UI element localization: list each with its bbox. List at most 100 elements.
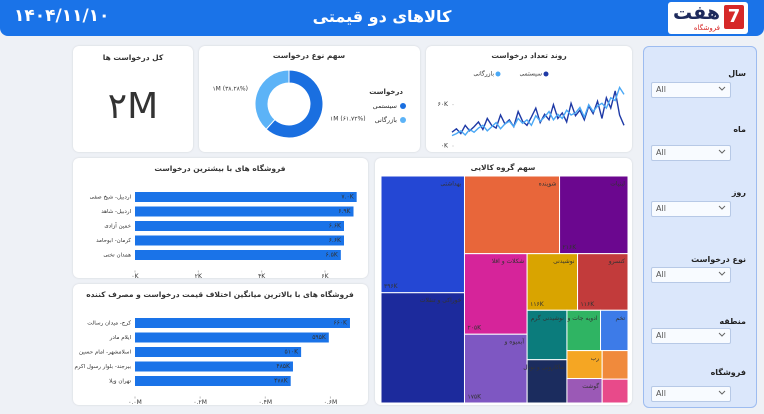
x-tick-label: ۰K — [131, 273, 139, 278]
tile-label: ادویه جات و — [566, 315, 597, 322]
chevron — [718, 149, 726, 154]
chart: فروشگاه های با بالاترین میانگین اختلاف ق… — [75, 290, 354, 405]
data-label: ۱۱۶K — [530, 301, 545, 308]
treemap-tile — [463, 253, 528, 335]
logo-text: هفت — [673, 2, 720, 24]
data-label: ۷.۰K — [341, 194, 354, 201]
data-label: ۱M (۳۸.۲۸%) — [212, 85, 248, 92]
dropdown-value: All — [656, 204, 666, 213]
x-tick-label: ۶K — [321, 273, 329, 278]
tile-label: کنسرو — [608, 258, 625, 265]
treemap-card: سهم گروه کالایی بهداشتی ۳۹۶K خوراکی و تنقلا… — [375, 158, 632, 405]
line-series — [451, 85, 625, 137]
filter-panel: سال All ماه All روز All نوع درخواست All منطقه All… — [643, 46, 757, 408]
logo: 7 هفت فروشگاه — [668, 2, 748, 34]
bar — [135, 318, 350, 328]
y-tick-label: بیرجند- بلوار رسول اکرم — [75, 363, 132, 370]
donut-card: سهم نوع درخواست ۱M (۶۱.۷۲%) ۱M (۳۸.۲۸%) درخ… — [199, 46, 420, 152]
y-tick-label: تهران ویلا — [109, 379, 131, 385]
legend-label: بازرگانی — [375, 116, 398, 124]
treemap-tile — [559, 175, 629, 255]
legend-title: درخواست — [369, 88, 403, 96]
dropdown[interactable]: All — [651, 201, 731, 217]
tile-label: نوشیدنی — [553, 258, 575, 265]
y-tick-label: اردبیل- شیخ صفی — [90, 195, 132, 201]
tile-label: شوینده — [539, 181, 557, 188]
date: ۱۴۰۴/۱۱/۱۰ — [14, 6, 110, 26]
tile-label: گوشت — [582, 382, 599, 390]
bar — [135, 221, 344, 231]
chevron-icon — [718, 332, 726, 337]
data-label: ۱۱۶K — [581, 301, 596, 308]
data-label: ۱۷۵K — [467, 394, 482, 401]
chart-title: سهم گروه کالایی — [471, 163, 536, 172]
treemap-tile — [380, 292, 465, 404]
tile-label: تخم — [615, 315, 625, 322]
dropdown-value: All — [656, 85, 666, 94]
treemap-tile — [380, 175, 465, 294]
data-label: ۶.۶K — [329, 237, 342, 244]
dropdown-value: All — [656, 389, 666, 398]
chevron-icon — [718, 390, 726, 395]
dropdown[interactable]: All — [651, 328, 731, 344]
data-label: ۴۷۸K — [274, 378, 289, 385]
logo-subtext: فروشگاه — [693, 24, 720, 32]
dropdown-value: All — [656, 148, 666, 157]
bar — [135, 347, 302, 357]
treemap-tile — [600, 309, 629, 352]
x-tick-label: ۰.۴M — [259, 399, 273, 405]
x-tick-label: ۰.۰M — [128, 399, 142, 405]
y-tick-label: اردبیل- شاهد — [101, 209, 131, 215]
chevron-icon — [718, 205, 726, 210]
treemap-tile — [463, 175, 561, 255]
data-label: ۶.۵K — [326, 252, 339, 259]
data-label: ۵۹۵K — [312, 334, 327, 341]
pie-slice — [254, 69, 290, 130]
treemap-tile — [601, 350, 629, 380]
chevron-icon — [718, 86, 726, 91]
tile-label: لبنیات — [610, 181, 625, 188]
chart: فروشگاه های با بیشترین درخواست ۰K ۲K ۴K ۶K ار… — [90, 164, 357, 278]
bar — [135, 361, 293, 372]
kpi-card: کل درخواست ها ۲M — [73, 46, 193, 152]
bar-card: فروشگاه های با بیشترین درخواست ۰K ۲K ۴K ۶K ار… — [73, 158, 368, 278]
data-label: ۳۹۶K — [384, 283, 399, 290]
chart-title: فروشگاه های با بالاترین میانگین اختلاف ق… — [86, 290, 354, 299]
tile-label: نوشیدنی گرم — [531, 314, 565, 322]
x-tick-label: ۲K — [195, 273, 203, 278]
title: کالاهای دو قیمتی — [312, 7, 452, 26]
legend-swatch — [495, 71, 501, 77]
data-label: ۶.۹K — [338, 208, 351, 215]
kpi-value: ۲M — [108, 86, 158, 127]
data-label: ۶.۶K — [329, 223, 342, 230]
dropdown-value: All — [656, 270, 666, 279]
treemap-tile — [566, 309, 602, 352]
chart: روند تعداد درخواست ۰K ۶۰K سیستمی بازرگانی — [438, 51, 625, 150]
dropdown[interactable]: All — [651, 145, 731, 161]
logo-number: 7 — [724, 5, 744, 29]
legend-swatch — [400, 103, 406, 109]
chart-title: روند تعداد درخواست — [491, 51, 566, 60]
chevron — [718, 205, 726, 210]
y-tick-label: کرج- میدان رسالت — [87, 320, 131, 327]
tile-label: خوراکی و تنقلات — [420, 297, 462, 304]
tile-label: ماکارونی و نودل — [523, 364, 564, 371]
dropdown[interactable]: All — [651, 82, 731, 98]
tile-label: بهداشتی — [440, 181, 461, 188]
chevron — [718, 332, 726, 337]
line-series — [451, 90, 625, 135]
dropdown[interactable]: All — [651, 267, 731, 283]
y-tick-label: خمین آزادی — [104, 223, 131, 230]
legend-swatch — [543, 71, 549, 77]
data-label: ۲۱۶K — [563, 244, 578, 251]
tile-label: شکلات و اقلا — [492, 258, 524, 265]
legend-label: بازرگانی — [473, 70, 494, 78]
dropdown[interactable]: All — [651, 386, 731, 402]
filter-label: فروشگاه — [710, 368, 746, 377]
treemap-tile — [463, 333, 528, 404]
legend-label: سیستمی — [373, 102, 397, 110]
x-tick-label: ۴K — [258, 273, 266, 278]
chevron — [718, 390, 726, 395]
y-tick-label: همدان تختی — [103, 253, 131, 259]
y-tick-label: کرمان- ابوحامد — [96, 237, 131, 244]
